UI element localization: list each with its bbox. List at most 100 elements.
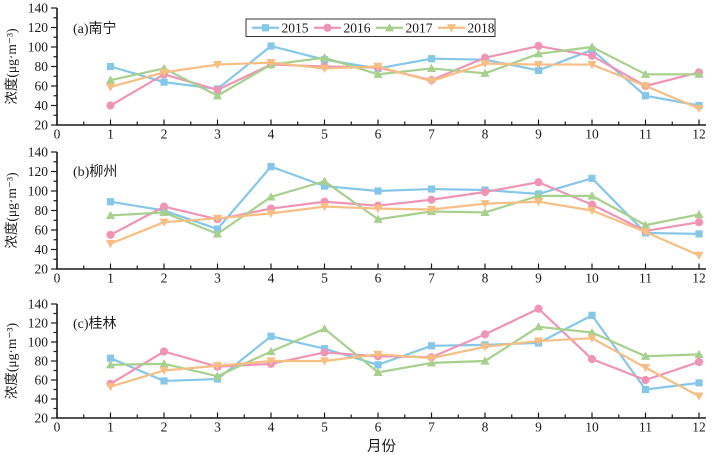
- x-tick-label: 6: [375, 271, 382, 286]
- y-tick-label: 80: [35, 203, 49, 218]
- triangle-down-marker: [373, 350, 383, 359]
- square-marker: [213, 225, 222, 233]
- triangle-up-marker: [533, 49, 544, 58]
- triangle-down-marker: [266, 209, 276, 219]
- triangle-down-marker: [105, 383, 116, 392]
- triangle-down-marker: [426, 77, 437, 86]
- circle-marker: [641, 375, 650, 385]
- series-line-2017: [109, 180, 701, 235]
- y-tick-label: 100: [28, 40, 49, 55]
- x-tick-label: 5: [321, 127, 328, 142]
- x-tick-label: 2: [161, 420, 168, 435]
- x-tick-label: 2: [161, 127, 168, 142]
- series-line-2017: [109, 45, 701, 97]
- x-tick-label: 8: [482, 271, 489, 286]
- x-tick-label: 1: [107, 127, 114, 142]
- y-tick-label: 60: [35, 79, 49, 94]
- triangle-up-marker: [587, 191, 597, 200]
- circle-marker: [159, 347, 169, 356]
- x-tick-label: 10: [585, 271, 599, 286]
- square-icon: [261, 24, 270, 32]
- series-line-2015: [109, 165, 701, 235]
- triangle-up-marker: [533, 191, 544, 200]
- triangle-down-marker: [266, 59, 276, 68]
- x-tick-label: 0: [54, 127, 61, 142]
- circle-marker: [427, 195, 436, 204]
- square-marker: [320, 182, 329, 190]
- triangle-down-marker: [533, 198, 544, 207]
- square-marker: [695, 379, 703, 387]
- y-tick-label: 120: [28, 316, 49, 331]
- square-marker: [427, 342, 436, 350]
- panel-title-b-liuzhou: (b)柳州: [73, 163, 117, 180]
- circle-marker: [106, 101, 115, 110]
- y-tick-label: 120: [28, 20, 49, 35]
- y-axis-title: 浓度(μg·m⁻³): [4, 28, 19, 104]
- x-tick-label: 11: [639, 420, 652, 435]
- panel-title-a-nanning: (a)南宁: [73, 20, 117, 37]
- x-axis-title: 月份: [367, 438, 396, 455]
- triangle-up-marker: [266, 346, 276, 356]
- triangle-up-marker: [373, 214, 383, 223]
- series-markers-2018: [105, 198, 704, 260]
- x-tick-label: 9: [535, 271, 542, 286]
- series-markers-2018: [105, 59, 704, 114]
- circle-marker: [587, 51, 597, 60]
- x-tick-label: 5: [321, 420, 328, 435]
- series-line-2015: [109, 44, 701, 107]
- triangle-up-marker: [105, 210, 116, 219]
- series-markers-2018: [105, 334, 704, 401]
- x-tick-label: 4: [268, 420, 275, 435]
- circle-marker: [480, 330, 490, 339]
- triangle-down-marker: [480, 200, 490, 209]
- square-marker: [267, 42, 275, 50]
- series-line-2018: [109, 61, 701, 110]
- triangle-down-marker: [533, 60, 544, 70]
- y-tick-label: 80: [35, 354, 49, 369]
- series-markers-2016: [106, 41, 704, 110]
- x-tick-label: 1: [107, 420, 114, 435]
- circle-marker: [213, 85, 222, 94]
- triangle-down-marker: [159, 68, 169, 77]
- triangle-down-marker: [587, 60, 597, 70]
- legend-item-2018: 2018: [438, 20, 495, 35]
- triangle-down-marker: [212, 362, 223, 371]
- triangle-down-marker: [640, 82, 651, 91]
- series-line-2017: [109, 325, 701, 378]
- square-marker: [106, 198, 115, 206]
- triangle-up-marker: [640, 220, 651, 229]
- triangle-up-marker: [694, 209, 704, 218]
- square-marker: [588, 311, 596, 319]
- x-tick-label: 11: [639, 127, 652, 142]
- square-marker: [641, 385, 650, 394]
- triangle-down-marker: [640, 228, 651, 237]
- circle-marker: [694, 218, 704, 227]
- triangle-down-marker: [319, 64, 330, 74]
- triangle-down-marker: [319, 357, 330, 366]
- triangle-up-marker: [480, 68, 490, 77]
- y-tick-label: 80: [35, 59, 49, 74]
- x-tick-label: 8: [482, 420, 489, 435]
- triangle-down-marker: [159, 366, 169, 376]
- square-marker: [374, 361, 382, 369]
- circle-icon: [323, 23, 332, 32]
- triangle-up-marker: [587, 42, 597, 51]
- triangle-down-marker: [373, 204, 383, 214]
- x-tick-label: 7: [428, 271, 435, 286]
- triangle-up-marker: [319, 53, 330, 62]
- x-tick-label: 10: [585, 420, 599, 435]
- x-tick-label: 3: [214, 271, 221, 286]
- triangle-down-marker: [105, 240, 116, 249]
- triangle-down-marker: [159, 218, 169, 227]
- y-tick-label: 20: [35, 411, 49, 426]
- triangle-up-marker: [159, 359, 169, 368]
- y-tick-label: 40: [35, 392, 49, 407]
- y-tick-label: 40: [35, 98, 49, 113]
- circle-marker: [159, 202, 169, 211]
- x-tick-label: 4: [268, 271, 275, 286]
- square-marker: [695, 230, 703, 238]
- triangle-up-marker: [105, 75, 116, 84]
